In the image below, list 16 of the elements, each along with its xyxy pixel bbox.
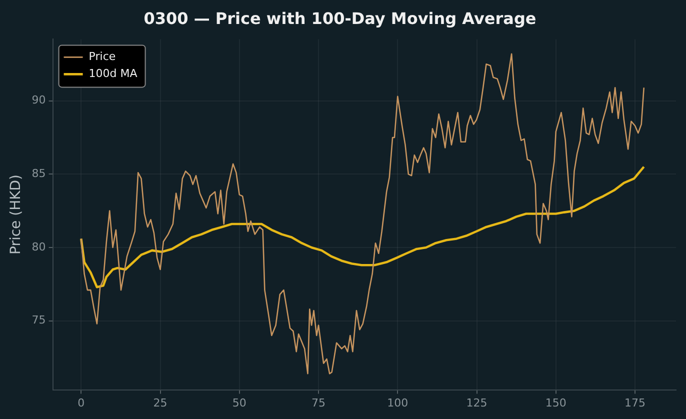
legend-label: Price [88,50,116,64]
x-tick-label: 25 [153,396,168,410]
y-tick-label: 90 [32,94,46,107]
chart-title: 0300 — Price with 100-Day Moving Average [144,8,536,28]
y-tick-label: 75 [32,314,46,327]
x-tick-label: 75 [312,396,326,410]
legend-label: 100d MA [88,67,138,80]
x-tick-label: 100 [387,396,408,410]
y-axis-title: Price (HKD) [8,174,24,255]
x-tick-label: 150 [545,396,566,410]
y-tick-label: 80 [32,240,46,254]
y-tick-label: 85 [32,167,46,180]
x-tick-label: 0 [78,396,85,410]
x-tick-label: 125 [466,396,488,410]
x-tick-label: 50 [232,396,246,410]
x-tick-label: 175 [624,396,646,410]
